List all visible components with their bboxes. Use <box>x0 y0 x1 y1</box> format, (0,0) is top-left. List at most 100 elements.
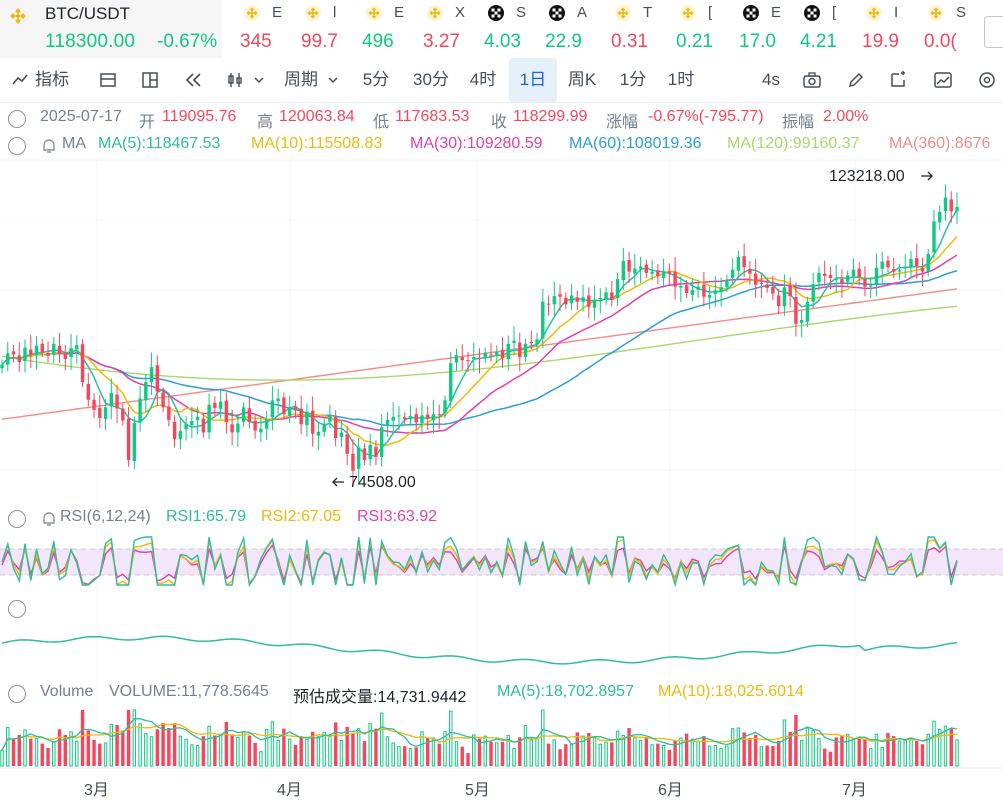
volume-bar <box>345 726 349 766</box>
ticker-item[interactable]: E 496 <box>362 0 422 58</box>
ticker-item[interactable]: l 99.7 <box>301 0 361 58</box>
rsi-bell-icon[interactable] <box>40 510 58 528</box>
volume-bar <box>529 739 533 767</box>
candle-body <box>610 292 614 300</box>
volume-bar <box>828 751 833 766</box>
volume-bar <box>109 723 114 767</box>
volume-bar <box>857 738 861 766</box>
layout-icon[interactable] <box>98 70 118 90</box>
interval-tab[interactable]: 周K <box>567 70 597 89</box>
candle-body <box>437 414 441 416</box>
volume-bar <box>863 738 867 766</box>
volume-bar <box>771 746 775 766</box>
ticker-item[interactable]: E 17.0 <box>739 0 799 58</box>
volume-bar <box>264 728 269 767</box>
candle-body <box>391 416 395 421</box>
volume-bar <box>851 738 856 767</box>
candle-type-icon[interactable] <box>226 70 246 90</box>
volume-bar <box>92 739 96 766</box>
interval-tab[interactable]: 4时 <box>469 70 497 89</box>
ticker-name: T <box>643 4 653 21</box>
ticker-item[interactable]: X 3.27 <box>423 0 483 58</box>
ticker-item[interactable]: I 19.9 <box>862 0 922 58</box>
ma5-line <box>1 209 958 457</box>
ohlc-high-label: 高 <box>257 114 274 131</box>
ticker-name: I <box>894 4 899 21</box>
ticker-name: S <box>516 4 527 21</box>
ma10-line <box>1 236 958 446</box>
ticker-menu-button[interactable] <box>984 16 1003 48</box>
indicators-button[interactable]: 指标 <box>35 70 69 89</box>
ticker-name: E <box>272 4 283 21</box>
candle-body <box>949 199 953 212</box>
ok-icon <box>488 5 504 21</box>
indicator-icon[interactable] <box>10 70 30 90</box>
candle-body <box>305 411 309 426</box>
volume-bar <box>224 721 229 766</box>
candle-body <box>333 417 338 439</box>
image-icon[interactable] <box>933 70 953 90</box>
volume-bar <box>368 723 372 767</box>
period-dropdown[interactable]: 周期 <box>284 70 318 89</box>
ohlc-amplitude-label: 振幅 <box>782 114 815 131</box>
volume-bar <box>75 740 79 767</box>
volume-bar <box>184 738 188 767</box>
volume-bar <box>472 734 476 767</box>
candle-body <box>558 294 562 297</box>
candle-body <box>886 260 890 268</box>
volume-bar <box>356 728 361 767</box>
ma30-line <box>1 254 958 434</box>
ticker-item[interactable]: S 4.03 <box>484 0 544 58</box>
annotate-icon[interactable] <box>888 70 908 90</box>
interval-tab[interactable]: 5分 <box>362 70 390 89</box>
ticker-item[interactable]: [0.21 <box>676 0 736 58</box>
expand-indicator-icon[interactable] <box>8 600 26 618</box>
split-view-icon[interactable] <box>140 70 160 90</box>
collapse-ohlc-icon[interactable] <box>8 110 26 128</box>
interval-tab[interactable]: 1日 <box>509 58 557 102</box>
candle-body <box>483 352 487 358</box>
volume-bar <box>11 739 16 766</box>
collapse-rsi-icon[interactable] <box>8 510 26 528</box>
x-label-jul: 7月 <box>842 782 867 799</box>
camera-icon[interactable] <box>802 70 822 90</box>
ticker-item[interactable]: [4.21 <box>800 0 860 58</box>
volume-bar <box>161 723 165 766</box>
volume-bar <box>638 739 643 767</box>
volume-bar <box>144 733 148 767</box>
candle-body <box>264 419 269 429</box>
volume-bar <box>782 719 787 767</box>
collapse-ma-icon[interactable] <box>8 137 26 155</box>
refresh-rate-button[interactable]: 4s <box>762 70 780 89</box>
collapse-volume-icon[interactable] <box>8 685 26 703</box>
volume-bar <box>397 746 401 767</box>
binance-logo-icon <box>10 8 26 24</box>
volume-bar <box>195 744 200 767</box>
volume-bar <box>644 738 649 766</box>
candle-body <box>903 266 907 269</box>
ticker-item[interactable]: T 0.31 <box>611 0 671 58</box>
settings-icon[interactable] <box>977 70 997 90</box>
candle-body <box>621 260 626 281</box>
ticker-item[interactable]: E 345 <box>240 0 300 58</box>
candle-body <box>0 364 4 369</box>
draw-pencil-icon[interactable] <box>846 70 866 90</box>
volume-bar <box>57 729 62 766</box>
interval-tab[interactable]: 30分 <box>413 70 449 89</box>
ticker-main-price: 118300.00 <box>45 31 136 52</box>
ticker-name: [ <box>832 4 837 21</box>
ticker-item[interactable]: A 22.9 <box>545 0 605 58</box>
ticker-item[interactable]: S 0.0( <box>924 0 984 58</box>
interval-tab[interactable]: 1时 <box>667 70 695 89</box>
volume-bar <box>552 739 557 767</box>
candle-body <box>408 416 413 420</box>
rewind-icon[interactable] <box>184 70 204 90</box>
volume-bar <box>190 744 194 767</box>
bell-icon[interactable] <box>40 137 58 155</box>
volume-bar <box>610 742 614 766</box>
volume-bar <box>604 741 608 767</box>
ticker-main[interactable]: BTC/USDT 118300.00 -0.67% <box>0 0 222 58</box>
chevron-down-icon[interactable] <box>252 70 266 90</box>
interval-tab[interactable]: 1分 <box>619 70 647 89</box>
